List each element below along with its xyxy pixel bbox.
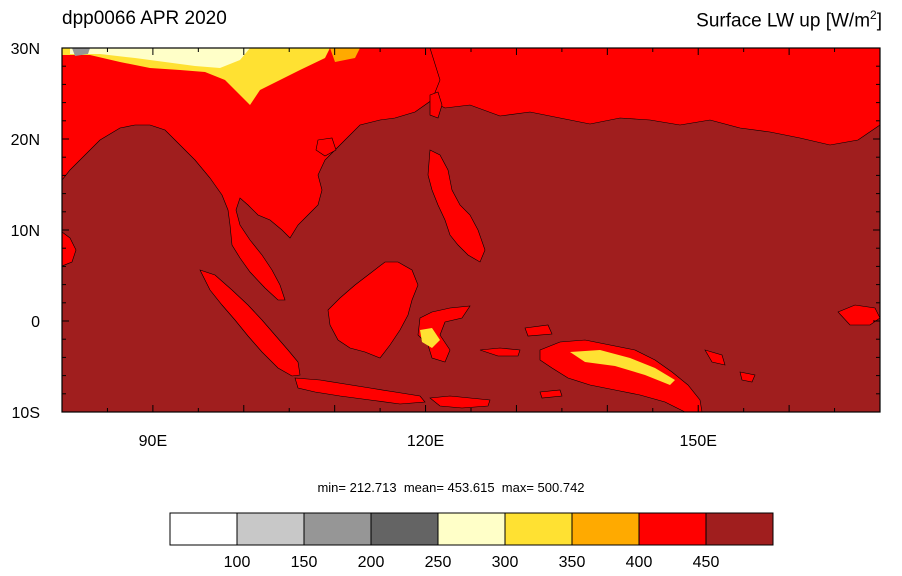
- map-title: dpp0066 APR 2020: [62, 8, 227, 29]
- philippines: [427, 149, 486, 263]
- sulawesi-highlands: [420, 328, 440, 348]
- colorbar-box: [370, 512, 439, 546]
- lat-label: 0: [31, 314, 40, 331]
- colorbar-box: [638, 512, 707, 546]
- himalaya-cold-region: [62, 48, 330, 105]
- lon-label: 90E: [139, 433, 167, 450]
- variable-title: Surface LW up [W/m2]: [696, 8, 882, 32]
- map-field: [62, 48, 880, 412]
- maluku-islands: [479, 324, 563, 399]
- sumatra: [199, 269, 301, 377]
- taiwan: [429, 91, 443, 119]
- tibet-grey: [72, 48, 90, 56]
- north-pacific-band: [429, 48, 880, 146]
- colorbar-label: 400: [626, 554, 653, 571]
- colorbar: 100 150 200 250 300 350 400 450: [169, 512, 774, 571]
- lat-label: 10N: [11, 223, 40, 240]
- colorbar-label: 200: [358, 554, 385, 571]
- west-coast-fragment: [62, 231, 77, 267]
- colorbar-box: [504, 512, 573, 546]
- colorbar-box: [303, 512, 372, 546]
- colorbar-label: 250: [425, 554, 452, 571]
- lat-label: 30N: [11, 41, 40, 58]
- java: [294, 377, 426, 405]
- tibet-very-cold: [70, 48, 250, 68]
- longitude-labels: 90E 120E 150E: [139, 433, 717, 450]
- hainan: [315, 137, 337, 157]
- lon-label: 120E: [407, 433, 444, 450]
- colorbar-label: 100: [224, 554, 251, 571]
- colorbar-box: [705, 512, 774, 546]
- latitude-labels: 30N 20N 10N 0 10S: [11, 41, 40, 422]
- colorbar-label: 350: [559, 554, 586, 571]
- axis-ticks: [61, 47, 881, 413]
- pacific-warm-patch: [837, 304, 880, 326]
- stat-min: min= 212.713: [317, 480, 397, 495]
- new-guinea-highlands: [570, 350, 675, 385]
- colorbar-box: [236, 512, 305, 546]
- colorbar-label: 300: [492, 554, 519, 571]
- lat-label: 20N: [11, 132, 40, 149]
- asia-mainland: [62, 48, 441, 301]
- stat-mean: mean= 453.615: [403, 480, 495, 495]
- colorbar-box: [571, 512, 640, 546]
- colorbar-box: [437, 512, 506, 546]
- bismarck-islands: [704, 349, 756, 383]
- lat-label: 10S: [12, 405, 40, 422]
- lon-label: 150E: [680, 433, 717, 450]
- colorbar-label: 450: [693, 554, 720, 571]
- stat-max: max= 500.742: [501, 480, 585, 495]
- borneo: [327, 261, 419, 359]
- high-plateau-orange: [330, 48, 360, 62]
- statistics-line: min= 212.713 mean= 453.615 max= 500.742: [0, 480, 902, 495]
- colorbar-box: [169, 512, 238, 546]
- colorbar-label: 150: [291, 554, 318, 571]
- lesser-sundas: [429, 395, 491, 409]
